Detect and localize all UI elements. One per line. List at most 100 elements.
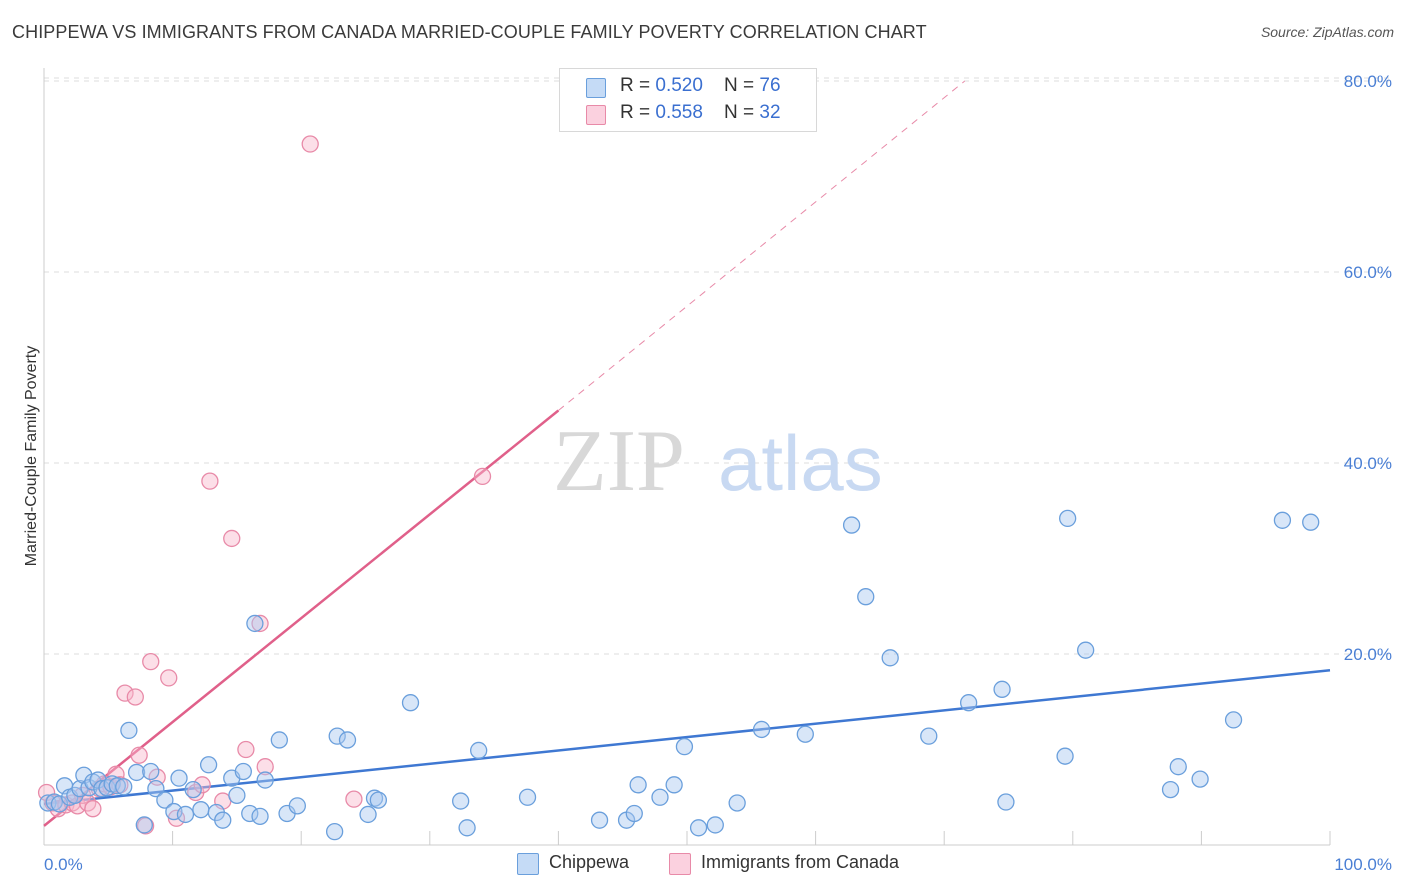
chippewa-point — [288, 797, 306, 815]
chippewa-swatch — [517, 853, 539, 875]
chippewa-point — [325, 822, 344, 841]
x-tick-label: 0.0% — [44, 855, 83, 874]
canada-point — [136, 817, 155, 835]
y-tick-label: 60.0% — [1344, 263, 1392, 282]
chippewa-point — [184, 780, 202, 799]
chippewa-point — [127, 763, 146, 782]
legend-r-label: R = — [620, 75, 656, 96]
chippewa-point — [706, 816, 724, 834]
bottom-legend-label: Chippewa — [549, 852, 630, 872]
chippewa-point — [651, 788, 669, 806]
chippewa-point — [1273, 511, 1292, 529]
chippewa-point — [728, 794, 746, 812]
source-label[interactable]: Source: ZipAtlas.com — [1260, 24, 1394, 40]
canada-point — [193, 776, 211, 794]
legend-r-value: 0.558 — [655, 102, 703, 123]
chippewa-point — [452, 792, 470, 810]
canada-point — [301, 135, 319, 153]
chippewa-point — [675, 737, 694, 756]
canada-swatch — [669, 853, 691, 875]
chippewa-point — [359, 805, 377, 824]
legend-n-label: N = — [724, 75, 760, 96]
chippewa-point — [369, 791, 388, 809]
chippewa-point — [959, 694, 978, 712]
chippewa-point — [1161, 780, 1180, 799]
canada-point — [126, 688, 144, 706]
canada-point — [345, 790, 363, 808]
chippewa-point — [1056, 747, 1074, 765]
canada-point — [160, 669, 178, 687]
chippewa-point — [176, 805, 195, 824]
legend: R = 0.520 N = 76 R = 0.558 N = 32 — [559, 68, 817, 132]
chippewa-point — [214, 811, 232, 829]
legend-r-value: 0.520 — [655, 75, 703, 96]
chippewa-point — [1077, 641, 1095, 659]
y-tick-label: 80.0% — [1344, 72, 1392, 91]
chippewa-point — [401, 694, 420, 712]
canada-point — [223, 529, 241, 548]
chippewa-point — [234, 762, 252, 781]
chippewa-point — [256, 771, 274, 789]
chippewa-point — [796, 725, 814, 743]
chippewa-point — [590, 811, 609, 829]
chippewa-point — [993, 680, 1011, 698]
chippewa-point — [1169, 758, 1187, 776]
chippewa-point — [458, 819, 476, 837]
watermark-atlas: atlas — [718, 419, 883, 507]
chippewa-point — [997, 793, 1015, 811]
tick-labels: 20.0% 40.0% 60.0% 80.0% 0.0% 100.0% — [44, 72, 1392, 874]
chippewa-point — [1191, 770, 1209, 788]
chippewa-points — [39, 509, 1320, 841]
canada-point — [473, 467, 492, 486]
canada-point — [116, 684, 134, 702]
chart-title: CHIPPEWA VS IMMIGRANTS FROM CANADA MARRI… — [12, 22, 927, 42]
legend-n-label: N = — [724, 102, 760, 123]
y-tick-label: 20.0% — [1344, 645, 1392, 664]
chippewa-point — [135, 816, 153, 834]
chippewa-point — [1224, 711, 1243, 729]
trend-lines — [43, 80, 1331, 827]
chippewa-point — [192, 801, 210, 819]
chippewa-point — [270, 731, 288, 749]
chippewa-point — [115, 778, 133, 796]
chippewa-point — [752, 720, 771, 739]
canada-point — [84, 800, 102, 818]
watermark-zip: ZIP — [553, 413, 685, 510]
chippewa-point — [881, 649, 899, 667]
chippewa-point — [170, 769, 188, 787]
chippewa-point — [470, 741, 488, 760]
legend-n-value: 32 — [759, 102, 781, 123]
grid-lines — [44, 77, 1392, 655]
chippewa-point — [629, 776, 647, 794]
legend-r-label: R = — [620, 102, 656, 123]
chippewa-point — [156, 791, 174, 809]
canada-point — [251, 614, 269, 633]
legend-n-value: 76 — [759, 75, 781, 96]
chippewa-point — [142, 762, 160, 781]
chippewa-point — [199, 756, 218, 774]
x-tick-label: 100.0% — [1334, 855, 1392, 874]
canada-point — [201, 472, 219, 490]
chippewa-point — [665, 776, 683, 794]
chippewa-point — [246, 614, 264, 633]
chippewa-point — [251, 807, 269, 825]
chippewa-point — [857, 588, 875, 606]
chippewa-point — [625, 804, 643, 823]
chippewa-point — [147, 780, 165, 798]
canada-point — [256, 758, 274, 776]
chippewa-point — [1302, 513, 1320, 531]
axes — [43, 68, 1331, 846]
canada-swatch — [586, 105, 606, 125]
watermark: ZIP atlas — [553, 413, 883, 510]
chippewa-trend-line — [43, 668, 1331, 806]
chippewa-point — [50, 795, 69, 813]
canada-point — [142, 652, 160, 671]
canada-trend-extension — [558, 80, 966, 411]
y-tick-label: 40.0% — [1344, 454, 1392, 473]
chippewa-point — [120, 721, 138, 740]
y-axis-label: Married-Couple Family Poverty — [23, 346, 40, 567]
chippewa-point — [1059, 509, 1077, 528]
canada-points — [37, 135, 492, 835]
bottom-legend-label: Immigrants from Canada — [701, 852, 900, 872]
